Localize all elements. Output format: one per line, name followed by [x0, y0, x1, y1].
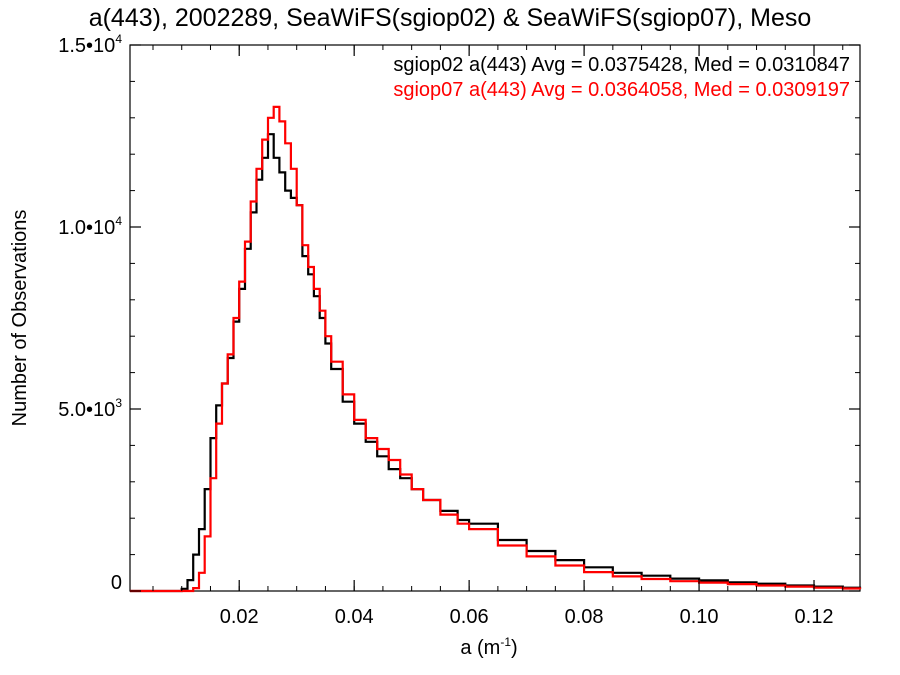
- y-tick-label: 1.5•104: [58, 32, 122, 57]
- series-layer: [130, 105, 862, 593]
- annotations: sgiop02 a(443) Avg = 0.0375428, Med = 0.…: [393, 54, 850, 101]
- chart-title: a(443), 2002289, SeaWiFS(sgiop02) & SeaW…: [89, 4, 812, 32]
- plot-border: [129, 44, 861, 592]
- stats-annotation: sgiop02 a(443) Avg = 0.0375428, Med = 0.…: [393, 54, 850, 76]
- x-axis-label-main: a (m: [460, 637, 500, 659]
- x-tick-label: 0.04: [335, 606, 374, 628]
- plot-frame: [129, 44, 861, 592]
- x-tick-label: 0.06: [450, 606, 489, 628]
- y-tick-mantissa: 1.5•10: [58, 35, 115, 57]
- y-axis-label: Number of Observations: [9, 210, 31, 427]
- y-tick-exponent: 4: [115, 32, 122, 46]
- series-line-0: [130, 133, 862, 593]
- x-axis-label-superscript: -1: [500, 635, 511, 649]
- series-line-1: [130, 105, 862, 593]
- y-tick-mantissa: 1.0•10: [58, 217, 115, 239]
- y-tick-mantissa: 0: [111, 572, 122, 594]
- x-axis-ticks: 0.02 0.04 0.06 0.08 0.10 0.12: [152, 45, 844, 628]
- y-tick-label: 1.0•104: [58, 214, 122, 239]
- y-tick-label: 5.0•103: [58, 396, 122, 421]
- x-axis-label: a (m-1): [460, 635, 517, 659]
- x-tick-label: 0.12: [795, 606, 834, 628]
- y-tick-label: 0: [111, 572, 122, 594]
- x-axis-label-close: ): [511, 637, 518, 659]
- y-tick-mantissa: 5.0•10: [58, 399, 115, 421]
- y-tick-exponent: 3: [115, 396, 122, 410]
- stats-annotation: sgiop07 a(443) Avg = 0.0364058, Med = 0.…: [393, 79, 850, 101]
- y-tick-exponent: 4: [115, 214, 122, 228]
- x-tick-label: 0.02: [220, 606, 259, 628]
- x-tick-label: 0.10: [680, 606, 719, 628]
- x-tick-label: 0.08: [565, 606, 604, 628]
